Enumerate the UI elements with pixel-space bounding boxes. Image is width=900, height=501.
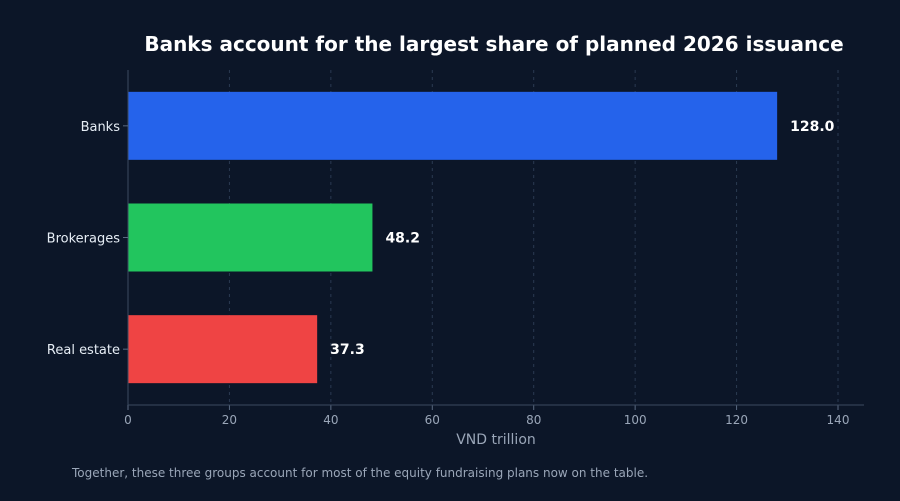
footnote: Together, these three groups account for… [72,466,649,480]
x-tick-label: 140 [827,413,850,427]
x-tick-label: 40 [323,413,338,427]
x-axis-label: VND trillion [456,432,536,448]
x-tick-label: 120 [725,413,748,427]
value-label: 37.3 [330,342,365,358]
axes: 0 20 40 60 80 100 120 140 Banks Brokerages Real es… [47,70,864,427]
x-tick-label: 80 [526,413,541,427]
bar-real-estate [128,315,318,384]
bar-banks [128,91,778,160]
bars: 128.0 48.2 37.3 [128,91,835,384]
x-tick-label: 100 [624,413,647,427]
category-label: Banks [81,120,121,135]
category-label: Real estate [47,343,120,358]
value-label: 48.2 [385,231,420,247]
x-tick-label: 0 [124,413,132,427]
bar-brokerages [128,203,373,272]
x-tick-label: 20 [222,413,237,427]
category-label: Brokerages [47,232,121,247]
x-tick-label: 60 [425,413,440,427]
value-label: 128.0 [790,119,835,135]
chart-title: Banks account for the largest share of p… [144,32,844,56]
